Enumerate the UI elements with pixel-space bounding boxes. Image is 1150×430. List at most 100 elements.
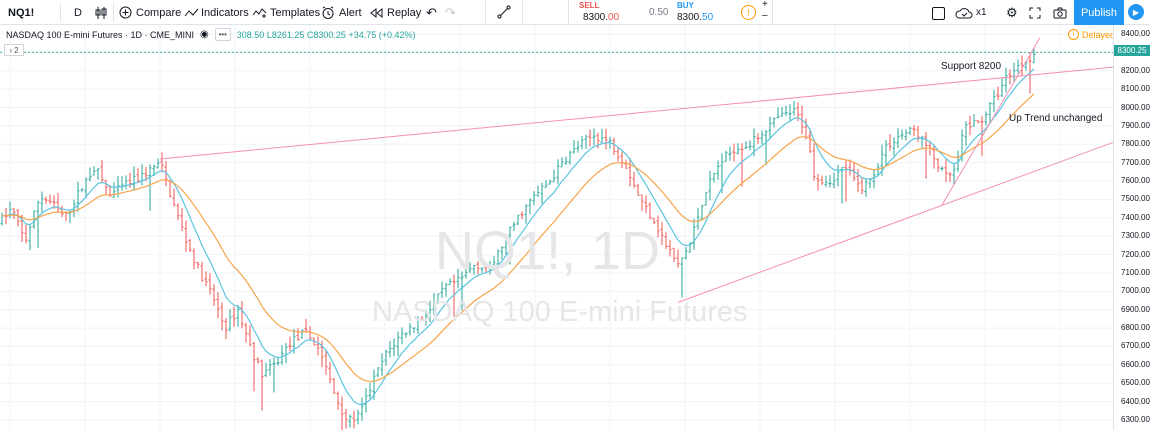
play-icon[interactable]: ▶ bbox=[1128, 4, 1144, 20]
symbol-search-button[interactable]: NQ1! bbox=[8, 6, 35, 19]
legend-low: L8261.25 bbox=[266, 29, 305, 40]
trading-panel: SELL 8300.00 0.50 BUY 8300.50 ! + – bbox=[568, 0, 773, 25]
slow-moving-average bbox=[2, 93, 1035, 383]
price-axis-label: 8400.00 bbox=[1121, 29, 1150, 38]
alarm-clock-icon bbox=[322, 6, 334, 19]
sell-button[interactable]: SELL bbox=[579, 1, 600, 10]
snapshot-button[interactable] bbox=[1053, 0, 1067, 25]
candles-icon bbox=[95, 6, 107, 19]
visibility-eye-icon[interactable]: ◉ bbox=[200, 29, 209, 40]
undo-button[interactable]: ↶ bbox=[426, 0, 437, 25]
chevron-right-icon: › bbox=[9, 45, 13, 55]
price-axis-label: 7400.00 bbox=[1121, 212, 1150, 222]
fullscreen-square-icon[interactable] bbox=[932, 7, 945, 20]
price-axis-label: 7000.00 bbox=[1121, 286, 1150, 296]
info-icon[interactable]: ! bbox=[741, 5, 756, 20]
publish-button[interactable]: Publish bbox=[1074, 0, 1124, 25]
price-axis-label: 7800.00 bbox=[1121, 139, 1150, 149]
delayed-label: Delayed bbox=[1082, 29, 1116, 40]
legend-title[interactable]: NASDAQ 100 E-mini Futures · 1D · CME_MIN… bbox=[6, 29, 195, 40]
price-axis-label: 8000.00 bbox=[1121, 102, 1150, 112]
price-axis-label: 6700.00 bbox=[1121, 341, 1150, 351]
trendline bbox=[159, 66, 1114, 160]
buy-button[interactable]: BUY bbox=[677, 1, 694, 10]
trendline bbox=[677, 141, 1114, 303]
price-axis-label: 6400.00 bbox=[1121, 396, 1150, 406]
camera-icon bbox=[1053, 7, 1067, 18]
rewind-icon bbox=[370, 7, 383, 18]
price-axis-label: 6600.00 bbox=[1121, 359, 1150, 369]
indicators-button[interactable]: Indicators bbox=[184, 0, 249, 25]
trendline-tool-icon bbox=[497, 5, 511, 19]
price-axis-label: 6300.00 bbox=[1121, 415, 1150, 424]
price-axis-label: 7100.00 bbox=[1121, 267, 1150, 277]
indicators-icon bbox=[184, 8, 199, 16]
quantity-stepper[interactable]: + – bbox=[762, 0, 768, 21]
templates-icon bbox=[252, 8, 267, 18]
minus-icon[interactable]: – bbox=[762, 10, 768, 21]
interval-button[interactable]: D bbox=[74, 6, 82, 19]
moving-averages-layer bbox=[1, 68, 1035, 406]
price-axis-label: 7500.00 bbox=[1121, 194, 1150, 204]
series-legend: NASDAQ 100 E-mini Futures · 1D · CME_MIN… bbox=[6, 28, 416, 41]
chart-type-button[interactable] bbox=[94, 0, 108, 25]
watermark-symbol: NQ1!, 1D bbox=[435, 221, 661, 281]
top-toolbar: NQ1! D Compare Indicators Templates Aler… bbox=[0, 0, 1150, 25]
multiplier-label: x1 bbox=[976, 7, 987, 18]
price-axis-label: 7900.00 bbox=[1121, 120, 1150, 130]
current-price-tag: 8300.25 bbox=[1114, 45, 1150, 56]
watermark-name: NASDAQ 100 E-mini Futures bbox=[372, 296, 748, 328]
redo-button[interactable]: ↷ bbox=[445, 0, 456, 25]
compare-label: Compare bbox=[136, 6, 182, 19]
cloud-save-button[interactable]: x1 bbox=[955, 0, 987, 25]
price-axis-label: 7600.00 bbox=[1121, 176, 1150, 186]
legend-high: 308.50 bbox=[236, 29, 265, 40]
settings-button[interactable]: ⚙ bbox=[1006, 0, 1018, 25]
sell-price[interactable]: 8300.00 bbox=[583, 12, 619, 23]
drawing-tool-button[interactable] bbox=[485, 0, 523, 25]
indicators-label: Indicators bbox=[201, 6, 249, 19]
trend-annotation[interactable]: Up Trend unchanged bbox=[1009, 113, 1103, 124]
support-annotation[interactable]: Support 8200 bbox=[941, 61, 1002, 72]
sell-price-decimal: 00 bbox=[608, 12, 620, 23]
undo-icon: ↶ bbox=[426, 4, 437, 20]
legend-values: 308.50 L8261.25 C8300.25 +34.75 (+0.42%) bbox=[237, 30, 416, 40]
alert-label: Alert bbox=[339, 6, 362, 19]
cloud-icon bbox=[955, 7, 973, 18]
replay-button[interactable]: Replay bbox=[370, 0, 421, 25]
price-axis-label: 7700.00 bbox=[1121, 157, 1150, 167]
plus-circle-icon bbox=[119, 6, 132, 19]
price-axis-label: 6800.00 bbox=[1121, 323, 1150, 333]
chart-grid bbox=[0, 25, 1113, 430]
sell-price-main: 8300. bbox=[583, 12, 609, 23]
delayed-indicator[interactable]: ! Delayed bbox=[1068, 29, 1115, 40]
toolbar-divider bbox=[60, 3, 61, 22]
price-axis-label: 8100.00 bbox=[1121, 84, 1150, 94]
templates-button[interactable]: Templates bbox=[252, 0, 320, 25]
plus-icon[interactable]: + bbox=[762, 0, 768, 10]
price-axis-label: 7300.00 bbox=[1121, 231, 1150, 241]
buy-price[interactable]: 8300.50 bbox=[677, 12, 713, 23]
pane-count: 2 bbox=[14, 45, 19, 55]
fullscreen-button[interactable] bbox=[1029, 0, 1041, 25]
spread-value: 0.50 bbox=[649, 7, 669, 18]
legend-change: +34.75 (+0.42%) bbox=[348, 29, 416, 40]
trendline bbox=[941, 37, 1041, 206]
legend-collapse-button[interactable]: › 2 bbox=[4, 44, 24, 56]
price-axis[interactable]: 8400.00 8200.00 8100.00 8000.00 7900.00 7800.… bbox=[1113, 25, 1150, 430]
compare-button[interactable]: Compare bbox=[119, 0, 181, 25]
buy-price-decimal: 50 bbox=[702, 12, 714, 23]
alert-button[interactable]: Alert bbox=[321, 0, 362, 25]
trendlines-layer bbox=[159, 37, 1114, 303]
gear-icon: ⚙ bbox=[1006, 4, 1018, 20]
candles-layer bbox=[0, 48, 1036, 430]
toolbar-divider bbox=[113, 3, 114, 22]
price-axis-label: 8200.00 bbox=[1121, 65, 1150, 75]
templates-label: Templates bbox=[270, 6, 321, 19]
expand-icon bbox=[1029, 7, 1041, 18]
more-options-icon[interactable]: ••• bbox=[214, 28, 231, 41]
buy-price-main: 8300. bbox=[677, 12, 703, 23]
price-axis-label: 6900.00 bbox=[1121, 304, 1150, 314]
legend-close: C8300.25 bbox=[306, 29, 346, 40]
